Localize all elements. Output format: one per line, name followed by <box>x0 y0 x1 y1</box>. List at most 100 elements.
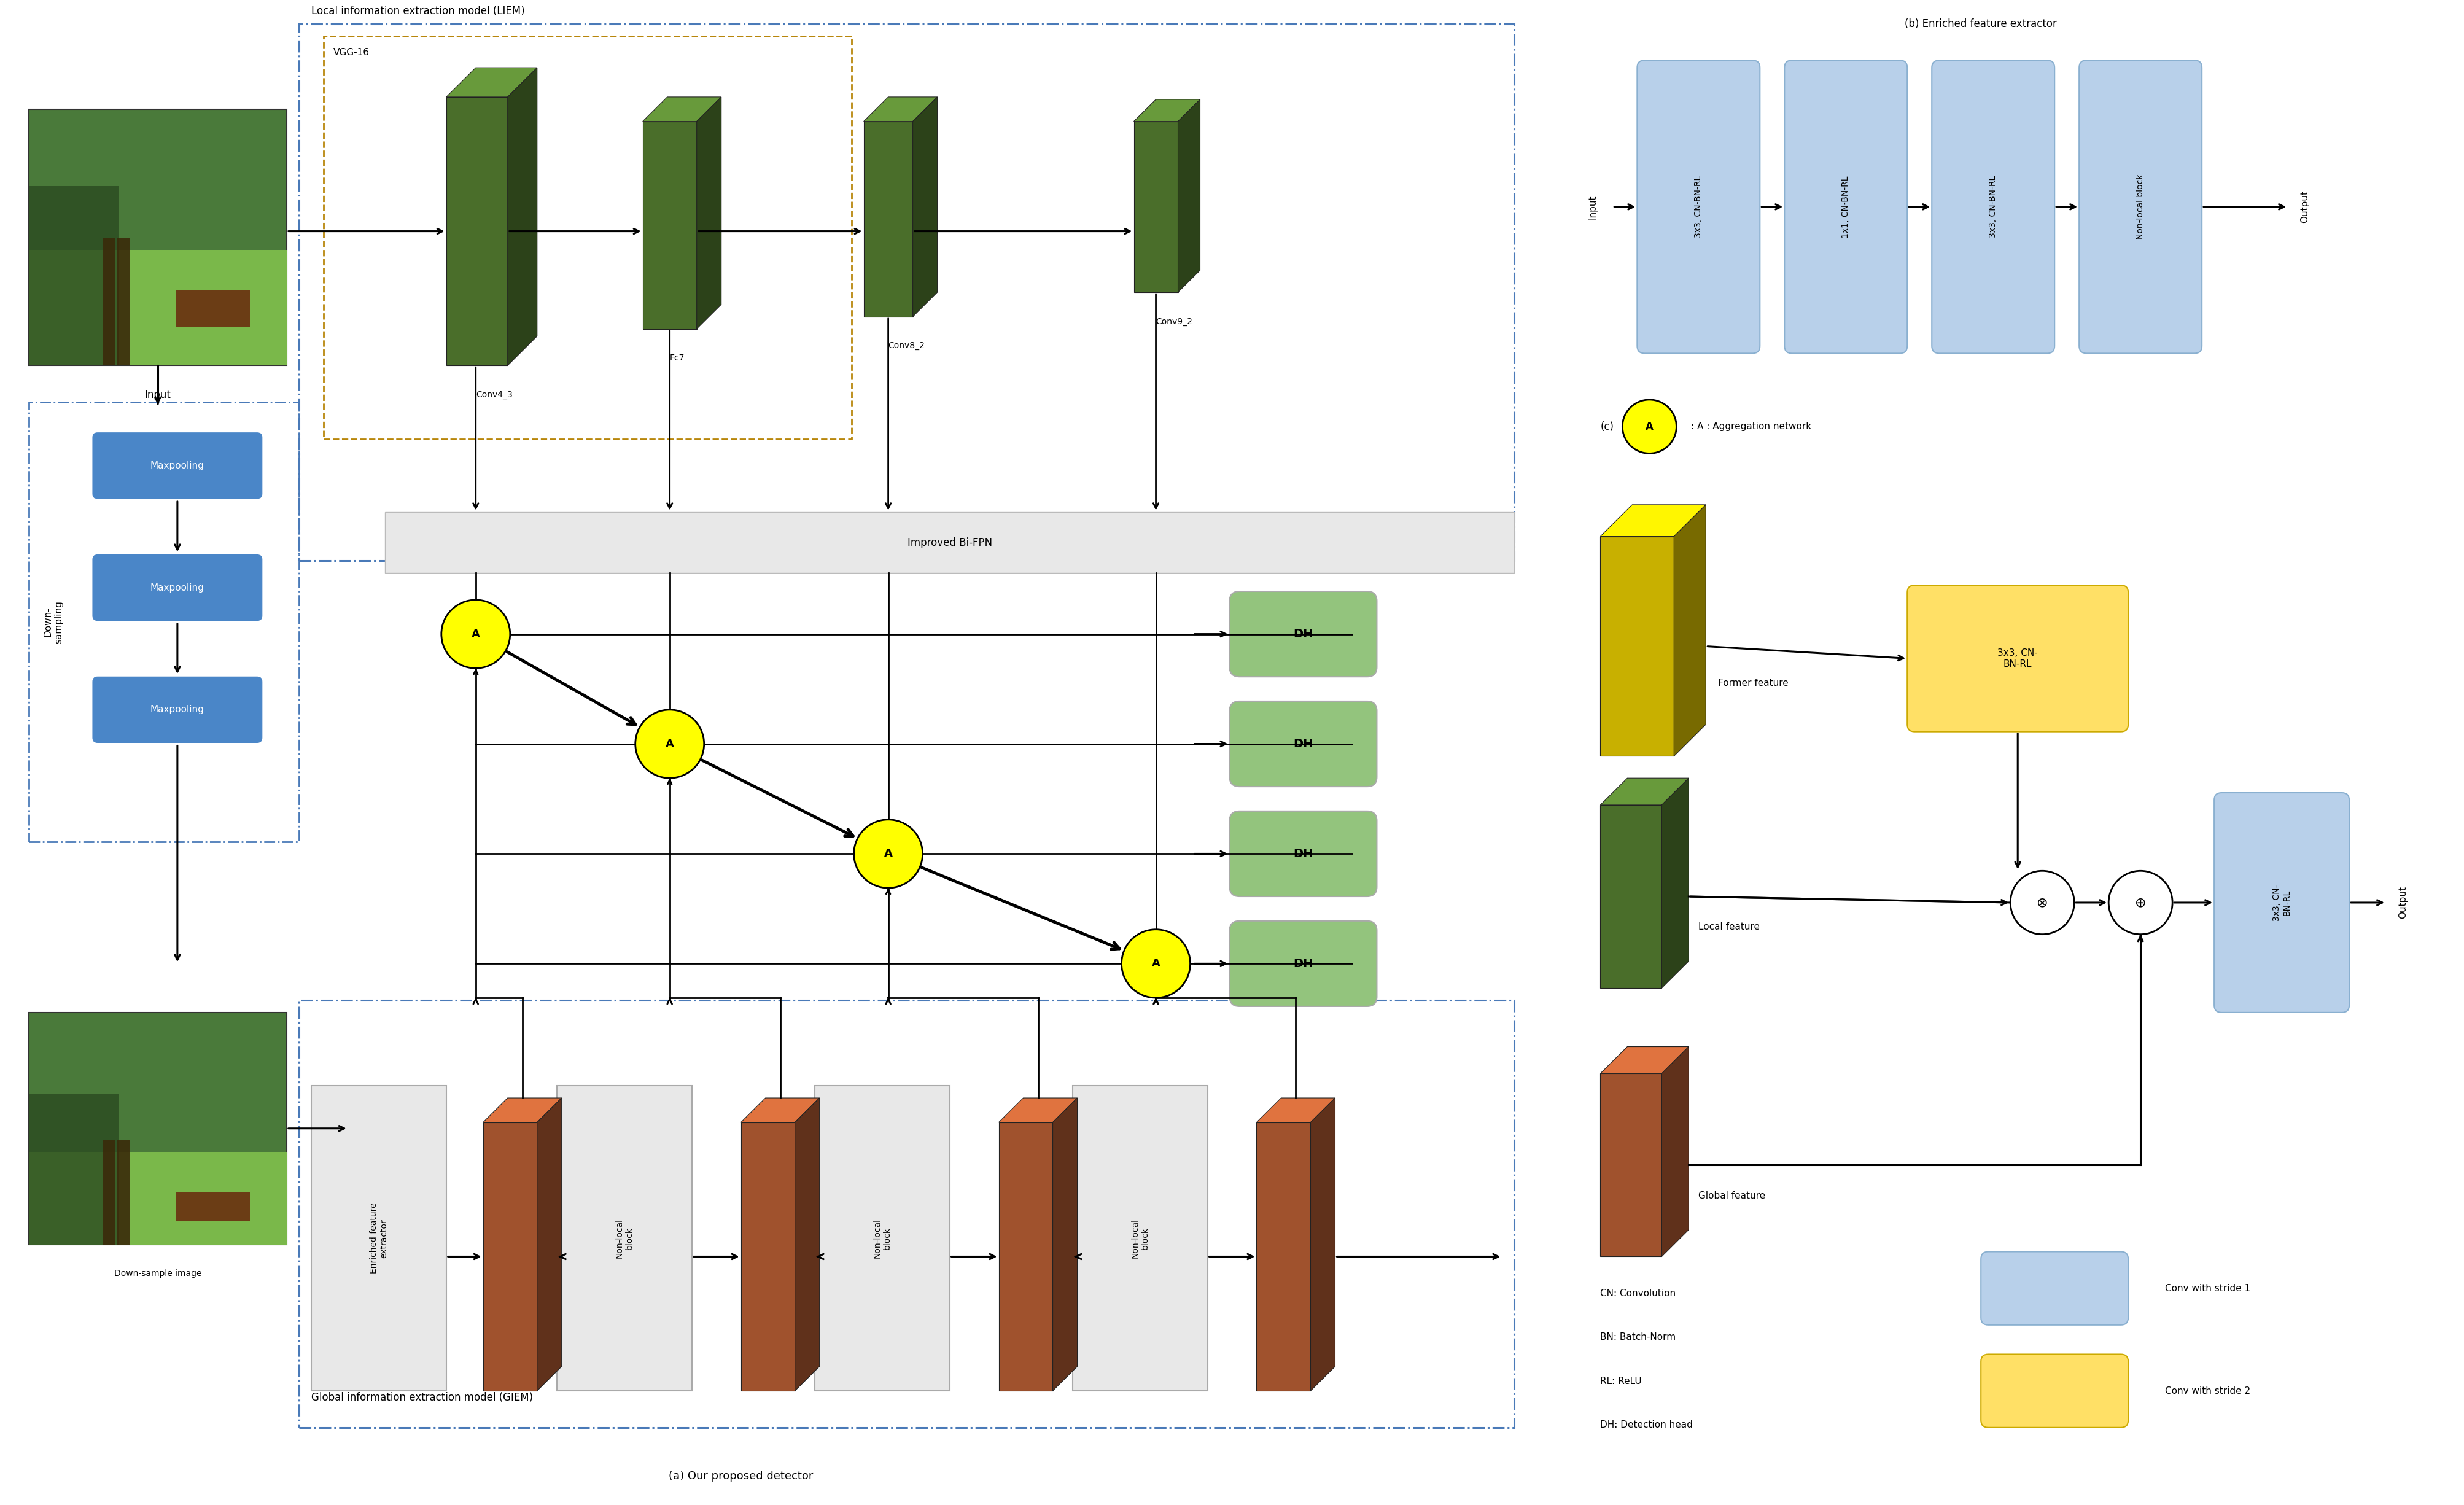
Polygon shape <box>643 122 697 330</box>
FancyBboxPatch shape <box>30 187 118 366</box>
FancyBboxPatch shape <box>30 250 286 366</box>
Text: DH: DH <box>1294 737 1313 749</box>
Text: DH: DH <box>1294 957 1313 969</box>
Text: Conv with stride 2: Conv with stride 2 <box>2166 1386 2250 1395</box>
FancyBboxPatch shape <box>1932 60 2055 354</box>
Polygon shape <box>643 96 722 122</box>
Polygon shape <box>537 1099 562 1391</box>
Text: A: A <box>885 849 892 859</box>
Polygon shape <box>1599 778 1688 805</box>
Text: BN: Batch-Norm: BN: Batch-Norm <box>1599 1332 1676 1342</box>
Text: 3x3, CN-
BN-RL: 3x3, CN- BN-RL <box>1998 649 2038 668</box>
Text: A: A <box>665 739 675 749</box>
FancyBboxPatch shape <box>1981 1252 2129 1324</box>
Polygon shape <box>1599 536 1673 756</box>
Text: Fc7: Fc7 <box>670 354 685 363</box>
Polygon shape <box>1052 1099 1077 1391</box>
Polygon shape <box>1257 1123 1311 1391</box>
Polygon shape <box>865 122 912 316</box>
FancyBboxPatch shape <box>91 554 264 622</box>
FancyBboxPatch shape <box>118 1139 131 1245</box>
Polygon shape <box>1599 504 1705 536</box>
FancyBboxPatch shape <box>103 238 116 366</box>
FancyBboxPatch shape <box>30 110 286 366</box>
Text: Conv9_2: Conv9_2 <box>1156 318 1193 327</box>
FancyBboxPatch shape <box>175 290 249 327</box>
FancyBboxPatch shape <box>1907 585 2129 731</box>
FancyBboxPatch shape <box>1230 701 1377 787</box>
Text: Down-
sampling: Down- sampling <box>44 600 64 643</box>
Polygon shape <box>865 96 936 122</box>
Text: Local information extraction model (LIEM): Local information extraction model (LIEM… <box>310 6 525 17</box>
Text: Non-local
block: Non-local block <box>616 1219 633 1258</box>
FancyBboxPatch shape <box>1981 1354 2129 1428</box>
Text: 3x3, CN-BN-RL: 3x3, CN-BN-RL <box>1695 176 1703 238</box>
Text: A: A <box>1646 421 1653 432</box>
Text: CN: Convolution: CN: Convolution <box>1599 1288 1676 1297</box>
Polygon shape <box>697 96 722 330</box>
Text: ⊗: ⊗ <box>2038 897 2048 909</box>
FancyBboxPatch shape <box>118 238 131 366</box>
Polygon shape <box>998 1123 1052 1391</box>
Polygon shape <box>1133 122 1178 292</box>
Polygon shape <box>1661 1046 1688 1257</box>
FancyBboxPatch shape <box>91 432 264 500</box>
Text: Maxpooling: Maxpooling <box>150 706 205 715</box>
Text: Improved Bi-FPN: Improved Bi-FPN <box>907 537 993 548</box>
Polygon shape <box>998 1099 1077 1123</box>
Text: Maxpooling: Maxpooling <box>150 461 205 470</box>
FancyBboxPatch shape <box>30 1013 286 1245</box>
FancyBboxPatch shape <box>310 1085 446 1391</box>
FancyBboxPatch shape <box>2215 793 2348 1013</box>
Text: Enriched feature
extractor: Enriched feature extractor <box>370 1202 387 1273</box>
Polygon shape <box>1599 805 1661 989</box>
Text: Output: Output <box>2301 191 2309 223</box>
Polygon shape <box>1661 778 1688 989</box>
Polygon shape <box>508 68 537 366</box>
Text: DH: DH <box>1294 628 1313 640</box>
Polygon shape <box>446 96 508 366</box>
Text: Global information extraction model (GIEM): Global information extraction model (GIE… <box>310 1392 532 1403</box>
Circle shape <box>2109 871 2173 935</box>
Text: A: A <box>471 629 480 640</box>
Text: Non-local
block: Non-local block <box>1131 1219 1148 1258</box>
FancyBboxPatch shape <box>30 1094 118 1245</box>
FancyBboxPatch shape <box>1230 591 1377 677</box>
Text: DH: Detection head: DH: Detection head <box>1599 1421 1693 1430</box>
Polygon shape <box>1178 99 1200 292</box>
FancyBboxPatch shape <box>816 1085 949 1391</box>
FancyBboxPatch shape <box>384 512 1515 573</box>
Text: Non-local
block: Non-local block <box>872 1219 892 1258</box>
Text: Maxpooling: Maxpooling <box>150 582 205 593</box>
Text: A: A <box>1151 959 1161 969</box>
Text: Input: Input <box>1589 194 1597 218</box>
Text: Global feature: Global feature <box>1698 1190 1767 1199</box>
Polygon shape <box>796 1099 821 1391</box>
Text: DH: DH <box>1294 847 1313 859</box>
Text: Local feature: Local feature <box>1698 923 1759 932</box>
FancyBboxPatch shape <box>1784 60 1907 354</box>
FancyBboxPatch shape <box>30 1151 286 1245</box>
Circle shape <box>1121 930 1190 998</box>
FancyBboxPatch shape <box>91 676 264 743</box>
Text: : A : Aggregation network: : A : Aggregation network <box>1690 421 1811 430</box>
Text: VGG-16: VGG-16 <box>333 48 370 57</box>
Polygon shape <box>912 96 936 316</box>
FancyBboxPatch shape <box>1230 811 1377 897</box>
FancyBboxPatch shape <box>175 1192 249 1221</box>
Polygon shape <box>742 1099 821 1123</box>
Polygon shape <box>1133 99 1200 122</box>
Text: Input: Input <box>145 390 170 400</box>
Text: RL: ReLU: RL: ReLU <box>1599 1377 1641 1386</box>
Circle shape <box>1621 400 1676 453</box>
Polygon shape <box>446 68 537 96</box>
FancyBboxPatch shape <box>557 1085 692 1391</box>
Text: ⊕: ⊕ <box>2134 897 2146 909</box>
Polygon shape <box>1673 504 1705 756</box>
Circle shape <box>2011 871 2075 935</box>
FancyBboxPatch shape <box>103 1139 116 1245</box>
Text: Non-local block: Non-local block <box>2136 175 2144 239</box>
FancyBboxPatch shape <box>1230 921 1377 1007</box>
Text: 1x1, CN-BN-RL: 1x1, CN-BN-RL <box>1841 176 1850 238</box>
Text: 3x3, CN-
BN-RL: 3x3, CN- BN-RL <box>2272 885 2292 921</box>
